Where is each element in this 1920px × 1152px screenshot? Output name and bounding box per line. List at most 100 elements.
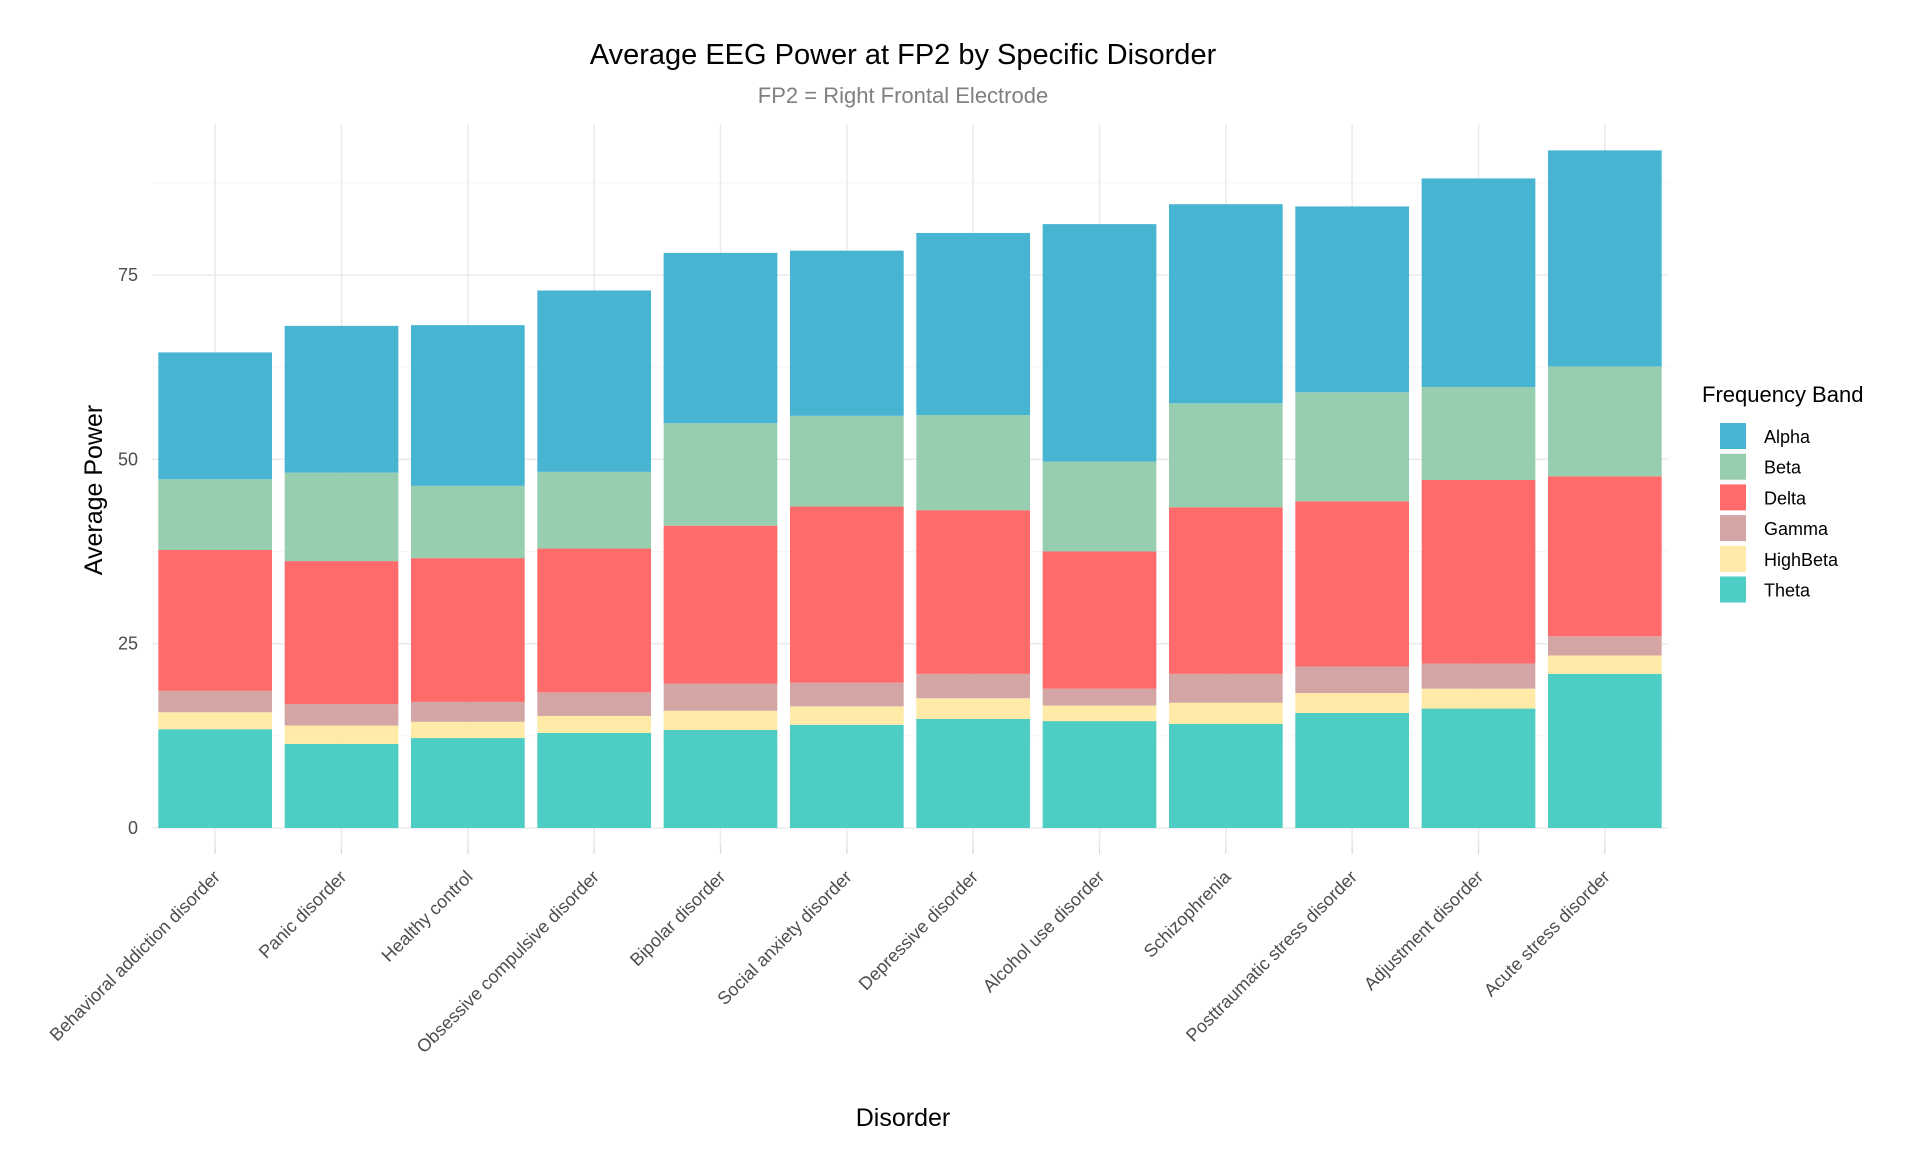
- bar-segment-delta: [1042, 551, 1157, 689]
- bar-segment-gamma: [789, 682, 904, 707]
- bar-segment-highbeta: [1547, 655, 1662, 674]
- x-tick-label: Alcohol use disorder: [979, 867, 1108, 996]
- legend-swatch: [1720, 515, 1746, 542]
- bar-stack: [916, 232, 1031, 828]
- legend-item-delta: Delta: [1720, 484, 1807, 511]
- y-tick-label: 50: [118, 449, 138, 469]
- bar-segment-delta: [916, 510, 1031, 674]
- bar-segment-beta: [410, 485, 525, 559]
- bar-segment-delta: [537, 548, 652, 693]
- bar-segment-beta: [537, 471, 652, 549]
- bar-segment-beta: [1168, 403, 1283, 508]
- bar-segment-delta: [789, 506, 904, 683]
- bar-segment-theta: [1168, 724, 1283, 828]
- bar-segment-theta: [663, 729, 778, 828]
- bar-segment-theta: [1547, 673, 1662, 828]
- chart-title: Average EEG Power at FP2 by Specific Dis…: [590, 39, 1217, 71]
- bar-segment-beta: [916, 415, 1031, 511]
- bar-segment-theta: [1295, 712, 1410, 828]
- bar-segment-gamma: [1168, 673, 1283, 703]
- bar-segment-gamma: [1042, 688, 1157, 706]
- bar-segment-delta: [158, 550, 273, 691]
- legend-swatch: [1720, 545, 1746, 572]
- bar-stack: [158, 352, 273, 828]
- bar-segment-highbeta: [1168, 702, 1283, 725]
- bar-segment-delta: [1168, 507, 1283, 674]
- bar-segment-theta: [410, 738, 525, 828]
- bar-stack: [1168, 204, 1283, 828]
- bar-segment-gamma: [663, 683, 778, 711]
- x-tick-label: Bipolar disorder: [626, 867, 729, 970]
- bar-segment-highbeta: [158, 712, 273, 730]
- bar-segment-highbeta: [789, 706, 904, 725]
- bar-segment-gamma: [284, 704, 399, 726]
- legend-item-gamma: Gamma: [1720, 515, 1829, 542]
- bar-segment-highbeta: [1042, 705, 1157, 722]
- bar-segment-delta: [1547, 476, 1662, 637]
- legend-title: Frequency Band: [1702, 382, 1863, 407]
- bar-segment-highbeta: [663, 710, 778, 730]
- x-tick-label: Schizophrenia: [1140, 866, 1236, 962]
- bar-stack: [1042, 224, 1157, 828]
- bar-segment-alpha: [916, 232, 1031, 416]
- legend-item-highbeta: HighBeta: [1720, 545, 1839, 572]
- bar-segment-alpha: [663, 252, 778, 424]
- legend-swatch: [1720, 423, 1746, 449]
- x-axis-title: Disorder: [856, 1104, 950, 1132]
- chart-subtitle: FP2 = Right Frontal Electrode: [758, 83, 1048, 108]
- bar-stack: [1547, 150, 1662, 828]
- bar-segment-highbeta: [1295, 693, 1410, 713]
- bar-segment-highbeta: [410, 721, 525, 739]
- bar-segment-alpha: [1295, 206, 1410, 393]
- y-tick-label: 25: [118, 634, 138, 654]
- x-tick-label: Acute stress disorder: [1480, 867, 1614, 1001]
- legend: Frequency Band Alpha Beta Delta Gamma HighBe…: [1702, 382, 1863, 603]
- bar-segment-alpha: [1421, 178, 1536, 388]
- bar-segment-gamma: [1421, 663, 1536, 689]
- bar-segment-alpha: [284, 325, 399, 473]
- bar-segment-gamma: [1547, 636, 1662, 656]
- bar-segment-highbeta: [1421, 688, 1536, 709]
- y-axis-title: Average Power: [80, 405, 108, 575]
- legend-label: Gamma: [1764, 519, 1829, 539]
- bar-stack: [789, 250, 904, 828]
- bar-segment-theta: [284, 743, 399, 828]
- legend-label: Delta: [1764, 488, 1807, 508]
- legend-item-theta: Theta: [1720, 576, 1811, 603]
- x-axis-ticks: Behavioral addiction disorder Panic disor…: [46, 846, 1614, 1057]
- bar-segment-gamma: [158, 690, 273, 713]
- bar-segment-delta: [284, 561, 399, 705]
- bar-segment-gamma: [1295, 666, 1410, 694]
- bar-stack: [410, 325, 525, 828]
- legend-swatch: [1720, 576, 1746, 603]
- bar-segment-beta: [1421, 387, 1536, 480]
- bar-segment-theta: [1042, 721, 1157, 828]
- bar-stack: [1421, 178, 1536, 828]
- x-tick-label: Depressive disorder: [855, 867, 982, 994]
- bar-segment-beta: [158, 479, 273, 551]
- bar-segment-theta: [789, 724, 904, 828]
- bar-segment-theta: [916, 718, 1031, 828]
- x-tick-label: Adjustment disorder: [1360, 867, 1487, 994]
- legend-label: Beta: [1764, 458, 1802, 478]
- bar-segment-theta: [158, 729, 273, 828]
- bar-segment-beta: [1042, 461, 1157, 552]
- y-tick-label: 0: [128, 818, 138, 838]
- bar-segment-theta: [537, 732, 652, 828]
- bar-segment-highbeta: [284, 725, 399, 744]
- bar-segment-gamma: [410, 701, 525, 722]
- legend-label: HighBeta: [1764, 550, 1839, 570]
- bar-segment-alpha: [158, 352, 273, 480]
- bar-segment-beta: [1295, 392, 1410, 502]
- bar-segment-delta: [1421, 479, 1536, 664]
- legend-swatch: [1720, 453, 1746, 480]
- bar-stack: [537, 290, 652, 828]
- x-tick-label: Panic disorder: [255, 867, 351, 963]
- y-tick-label: 75: [118, 265, 138, 285]
- legend-swatch: [1720, 484, 1746, 511]
- x-tick-label: Healthy control: [378, 867, 477, 966]
- bar-segment-alpha: [789, 250, 904, 416]
- bar-segment-alpha: [1168, 204, 1283, 404]
- bar-segment-highbeta: [537, 715, 652, 733]
